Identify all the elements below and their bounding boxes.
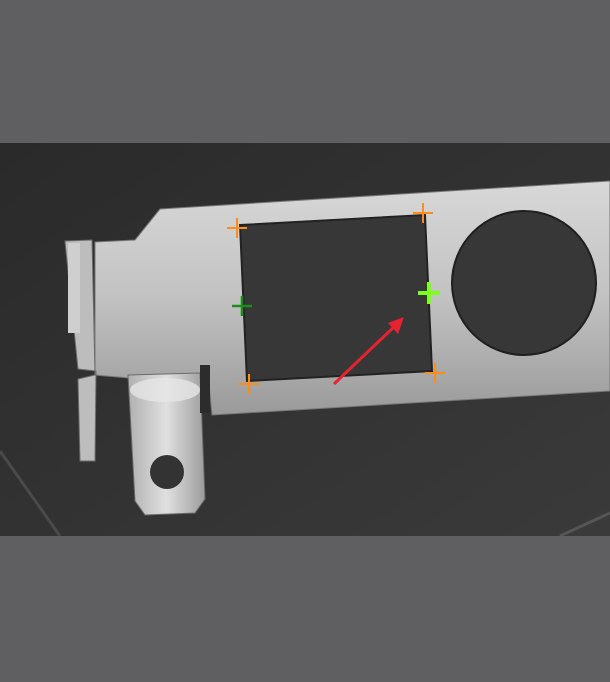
camera-image[interactable] <box>0 143 610 536</box>
tab-hole <box>150 455 184 489</box>
corner-marker-bottom-left <box>239 374 259 394</box>
square-window <box>238 213 434 383</box>
letterbox-top <box>0 0 610 143</box>
letterbox-bottom <box>0 536 610 682</box>
camera-frame <box>0 143 610 536</box>
background-wire <box>0 450 62 536</box>
slot <box>200 365 210 413</box>
background-wire <box>559 511 610 536</box>
corner-marker-bottom-right <box>425 363 445 383</box>
edge-marker-right <box>418 282 440 304</box>
tab-bend-highlight <box>130 378 200 402</box>
edge-marker-left <box>232 296 252 316</box>
corner-marker-top-left <box>227 218 247 238</box>
arrow-icon <box>332 317 404 386</box>
bracket-flange-edge <box>68 243 80 333</box>
round-hole <box>451 210 597 356</box>
corner-marker-top-right <box>413 203 433 223</box>
